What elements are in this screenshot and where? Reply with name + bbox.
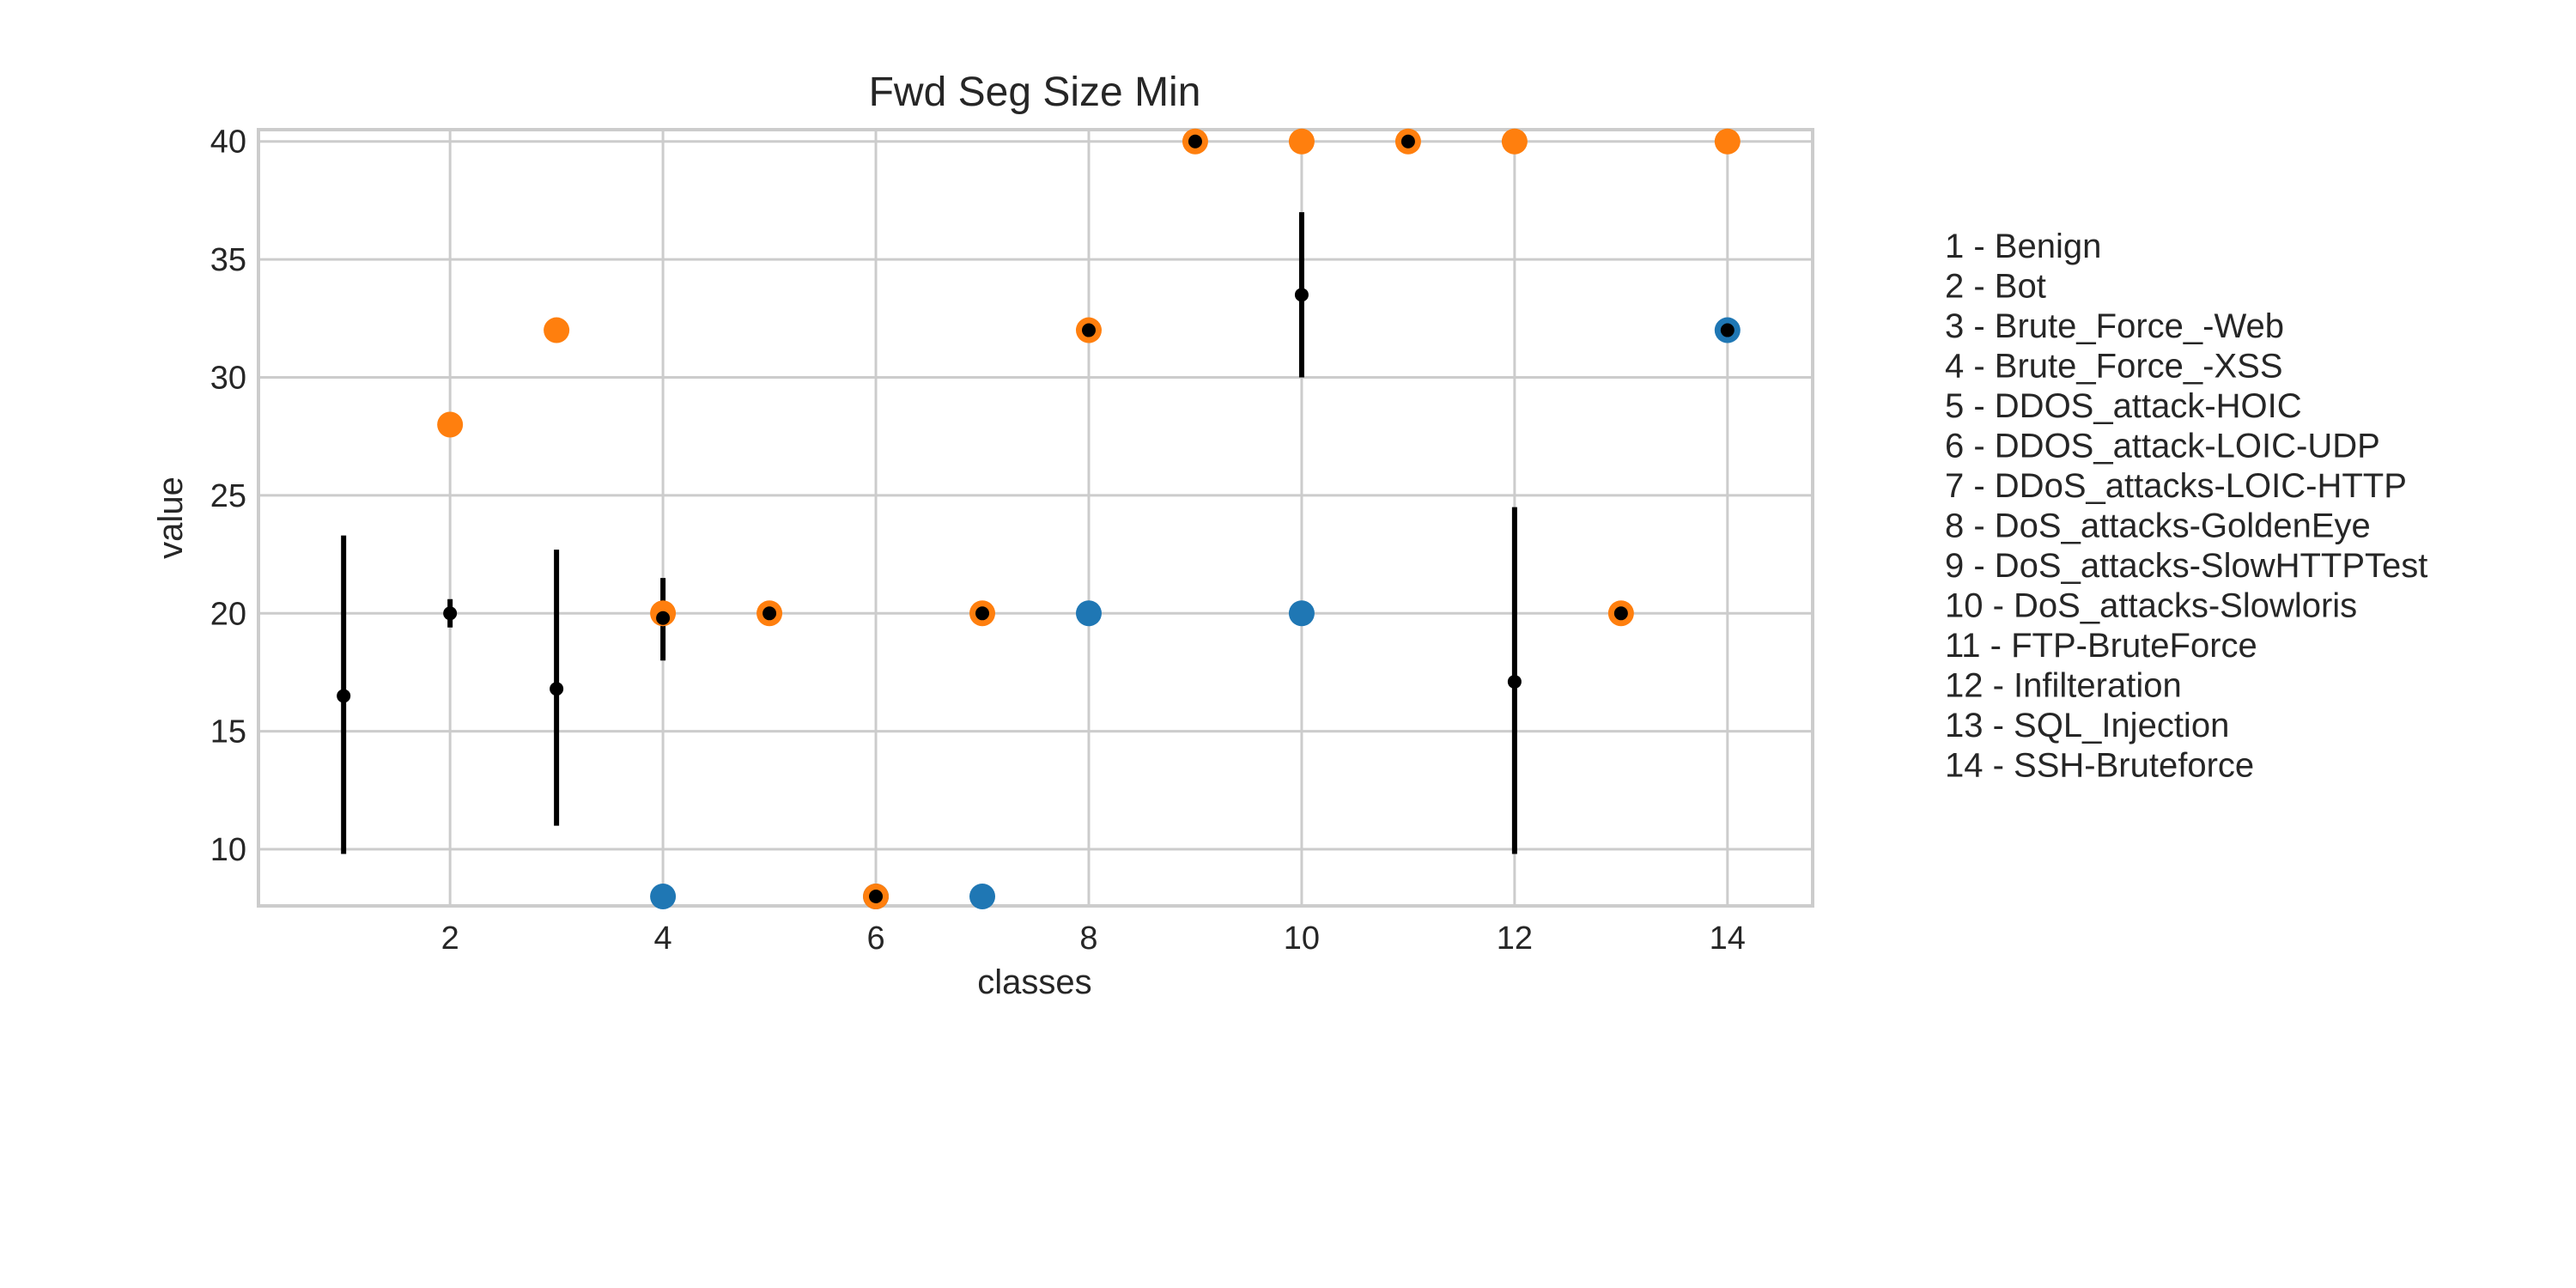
mean-point xyxy=(1507,674,1522,689)
min-point xyxy=(1288,600,1315,627)
max-point xyxy=(544,317,570,343)
mean-point xyxy=(762,606,777,621)
min-point xyxy=(650,884,677,910)
max-point xyxy=(1288,128,1315,155)
mean-point xyxy=(975,606,990,621)
legend-entry: 5 - DDOS_attack-HOIC xyxy=(1945,387,2302,425)
mean-point xyxy=(869,890,884,904)
min-point xyxy=(1075,600,1102,627)
y-tick-label: 35 xyxy=(210,242,246,278)
x-tick-label: 2 xyxy=(441,920,459,957)
max-point xyxy=(1501,128,1528,155)
legend-entry: 14 - SSH-Bruteforce xyxy=(1945,747,2254,785)
legend-entry: 7 - DDoS_attacks-LOIC-HTTP xyxy=(1945,467,2407,505)
y-tick-label: 30 xyxy=(210,361,246,397)
mean-point xyxy=(1081,323,1096,337)
x-tick-label: 14 xyxy=(1710,920,1746,957)
legend-entry: 11 - FTP-BruteForce xyxy=(1945,627,2257,665)
mean-point xyxy=(1720,323,1735,337)
legend-entry: 6 - DDOS_attack-LOIC-UDP xyxy=(1945,428,2380,465)
x-tick-label: 4 xyxy=(654,920,672,957)
y-tick-label: 40 xyxy=(210,125,246,161)
y-axis-label: value xyxy=(152,477,190,559)
error-bars xyxy=(341,212,1517,854)
mean-point xyxy=(1400,134,1415,149)
data-points xyxy=(337,128,1741,910)
legend-entry: 3 - Brute_Force_-Web xyxy=(1945,307,2284,345)
legend-entry: 12 - Infilteration xyxy=(1945,667,2182,705)
legend-entry: 4 - Brute_Force_-XSS xyxy=(1945,348,2283,386)
legend-entry: 8 - DoS_attacks-GoldenEye xyxy=(1945,507,2371,545)
mean-point xyxy=(1613,606,1628,621)
mean-point xyxy=(656,611,671,625)
y-tick-label: 15 xyxy=(210,714,246,750)
mean-point xyxy=(443,606,458,621)
legend-entry: 13 - SQL_Injection xyxy=(1945,707,2229,744)
max-point xyxy=(437,411,464,438)
legend-entry: 10 - DoS_attacks-Slowloris xyxy=(1945,587,2357,625)
min-point xyxy=(969,884,996,910)
x-tick-label: 8 xyxy=(1079,920,1097,957)
max-point xyxy=(1714,128,1741,155)
legend-entry: 1 - Benign xyxy=(1945,228,2101,265)
x-tick-label: 6 xyxy=(866,920,884,957)
y-tick-label: 25 xyxy=(210,478,246,514)
y-tick-label: 20 xyxy=(210,596,246,632)
x-tick-label: 10 xyxy=(1284,920,1320,957)
mean-point xyxy=(337,689,351,703)
grid xyxy=(258,130,1813,906)
chart-title: Fwd Seg Size Min xyxy=(869,70,1201,115)
axis-ticks: 2 4 6 8 10 12 14 10 15 20 25 30 35 40 xyxy=(210,125,1746,957)
mean-point xyxy=(1294,288,1309,302)
mean-point xyxy=(550,682,564,696)
plot-area xyxy=(257,128,1814,908)
legend-entry: 2 - Bot xyxy=(1945,268,2046,306)
x-axis-label: classes xyxy=(977,963,1091,1001)
mean-point xyxy=(1188,134,1202,149)
legend-entry: 9 - DoS_attacks-SlowHTTPTest xyxy=(1945,547,2427,585)
x-tick-label: 12 xyxy=(1497,920,1533,957)
y-tick-label: 10 xyxy=(210,832,246,868)
